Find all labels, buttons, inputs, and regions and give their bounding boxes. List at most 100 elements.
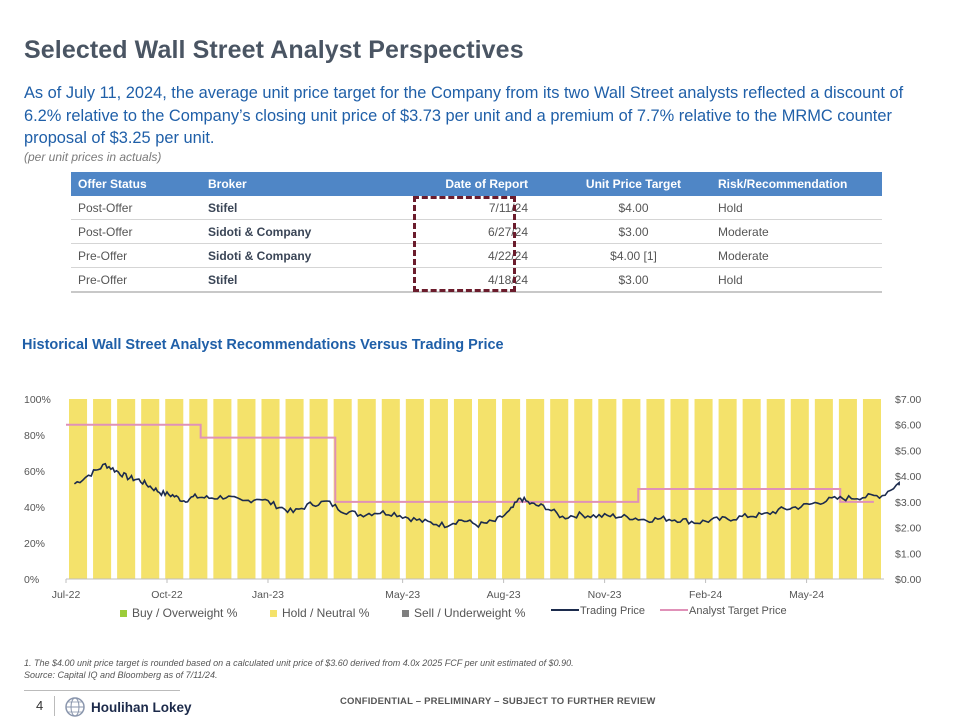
header-broker: Broker — [201, 172, 401, 196]
footnote: 1. The $4.00 unit price target is rounde… — [24, 657, 574, 681]
cell-date: 7/11/24 — [401, 196, 556, 220]
right-tick-label: $5.00 — [895, 445, 921, 457]
footnote-1: 1. The $4.00 unit price target is rounde… — [24, 658, 574, 668]
cell-recommendation: Hold — [711, 267, 882, 293]
cell-broker: Sidoti & Company — [201, 219, 401, 244]
cell-broker: Sidoti & Company — [201, 243, 401, 268]
right-tick-label: $6.00 — [895, 420, 921, 432]
hold-bar — [261, 399, 280, 579]
hold-bar — [622, 399, 641, 579]
hold-bar — [357, 399, 376, 579]
x-tick-label: Nov-23 — [588, 589, 622, 601]
legend-analyst-target-label: Analyst Target Price — [689, 605, 787, 617]
hold-bar — [213, 399, 232, 579]
header-unit-price-target: Unit Price Target — [556, 172, 711, 196]
hold-bar — [838, 399, 857, 579]
hold-bar — [189, 399, 208, 579]
hold-bar — [93, 399, 112, 579]
table-row: Post-Offer Sidoti & Company 6/27/24 $3.0… — [71, 219, 882, 244]
confidential-notice: CONFIDENTIAL – PRELIMINARY – SUBJECT TO … — [340, 696, 656, 707]
logo-text: Houlihan Lokey — [91, 699, 192, 715]
right-tick-label: $3.00 — [895, 497, 921, 509]
hold-bar — [574, 399, 593, 579]
legend-hold-swatch — [270, 610, 277, 617]
cell-recommendation: Moderate — [711, 243, 882, 268]
table-header-row: Offer Status Broker Date of Report Unit … — [71, 172, 882, 196]
hold-bar — [69, 399, 88, 579]
x-tick-label: Jul-22 — [52, 589, 81, 601]
hold-bar — [309, 399, 328, 579]
left-tick-label: 40% — [24, 502, 45, 514]
footer-rule — [24, 690, 180, 691]
right-tick-label: $1.00 — [895, 548, 921, 560]
legend-hold-label: Hold / Neutral % — [282, 606, 370, 620]
cell-offer-status: Post-Offer — [71, 219, 201, 244]
hold-bar — [237, 399, 256, 579]
cell-date: 6/27/24 — [401, 219, 556, 244]
units-note: (per unit prices in actuals) — [24, 150, 162, 164]
hold-bar — [598, 399, 617, 579]
cell-broker: Stifel — [201, 196, 401, 220]
cell-recommendation: Hold — [711, 196, 882, 220]
right-tick-label: $0.00 — [895, 574, 921, 586]
left-tick-label: 100% — [24, 394, 51, 406]
cell-broker: Stifel — [201, 267, 401, 293]
cell-offer-status: Pre-Offer — [71, 243, 201, 268]
page-number: 4 — [36, 698, 44, 713]
hold-bar — [550, 399, 569, 579]
hold-bar — [381, 399, 400, 579]
header-date-of-report: Date of Report — [401, 172, 556, 196]
globe-icon — [65, 697, 85, 717]
cell-recommendation: Moderate — [711, 219, 882, 244]
cell-date: 4/18/24 — [401, 267, 556, 293]
x-tick-label: May-23 — [385, 589, 420, 601]
analyst-table: Offer Status Broker Date of Report Unit … — [71, 172, 882, 293]
date-highlight-box — [413, 196, 516, 292]
table-row: Pre-Offer Sidoti & Company 4/22/24 $4.00… — [71, 243, 882, 268]
footnote-source: Source: Capital IQ and Bloomberg as of 7… — [24, 670, 218, 680]
legend-trading-price-label: Trading Price — [580, 605, 645, 617]
hold-bar — [478, 399, 497, 579]
table-row: Pre-Offer Stifel 4/18/24 $3.00 Hold — [71, 267, 882, 293]
right-tick-label: $2.00 — [895, 523, 921, 535]
cell-offer-status: Pre-Offer — [71, 267, 201, 293]
hold-bar — [117, 399, 136, 579]
hold-bar — [333, 399, 352, 579]
hold-bar — [453, 399, 472, 579]
chart-title: Historical Wall Street Analyst Recommend… — [22, 337, 504, 353]
cell-date: 4/22/24 — [401, 243, 556, 268]
hold-bar — [165, 399, 184, 579]
left-tick-label: 60% — [24, 466, 45, 478]
right-tick-label: $4.00 — [895, 471, 921, 483]
cell-price-target: $4.00 — [556, 196, 711, 220]
summary-paragraph: As of July 11, 2024, the average unit pr… — [24, 84, 904, 147]
trading-price-line — [73, 462, 900, 529]
right-tick-label: $7.00 — [895, 394, 921, 406]
legend-buy-label: Buy / Overweight % — [132, 606, 238, 620]
houlihan-lokey-logo: Houlihan Lokey — [65, 697, 192, 717]
left-tick-label: 80% — [24, 430, 45, 442]
hold-bar — [526, 399, 545, 579]
logo-separator — [54, 696, 55, 716]
hold-bar — [502, 399, 521, 579]
hold-bar — [285, 399, 304, 579]
x-tick-label: Feb-24 — [689, 589, 722, 601]
table-row: Post-Offer Stifel 7/11/24 $4.00 Hold — [71, 196, 882, 220]
header-offer-status: Offer Status — [71, 172, 201, 196]
x-tick-label: Jan-23 — [252, 589, 284, 601]
x-tick-label: May-24 — [789, 589, 824, 601]
hold-bar — [862, 399, 881, 579]
legend-buy-swatch — [120, 610, 127, 617]
cell-price-target: $3.00 — [556, 267, 711, 293]
hold-bar — [405, 399, 424, 579]
cell-price-target: $4.00 [1] — [556, 243, 711, 268]
recommendation-price-chart: 0% 20% 40% 60% 80% 100% $0.00 $1.00 $2.00 $3.00 $4… — [24, 394, 921, 620]
hold-bar — [429, 399, 448, 579]
header-risk-recommendation: Risk/Recommendation — [711, 172, 882, 196]
cell-offer-status: Post-Offer — [71, 196, 201, 220]
hold-bar — [141, 399, 160, 579]
x-tick-label: Oct-22 — [151, 589, 183, 601]
x-tick-label: Aug-23 — [487, 589, 521, 601]
left-tick-label: 20% — [24, 538, 45, 550]
legend-sell-swatch — [402, 610, 409, 617]
